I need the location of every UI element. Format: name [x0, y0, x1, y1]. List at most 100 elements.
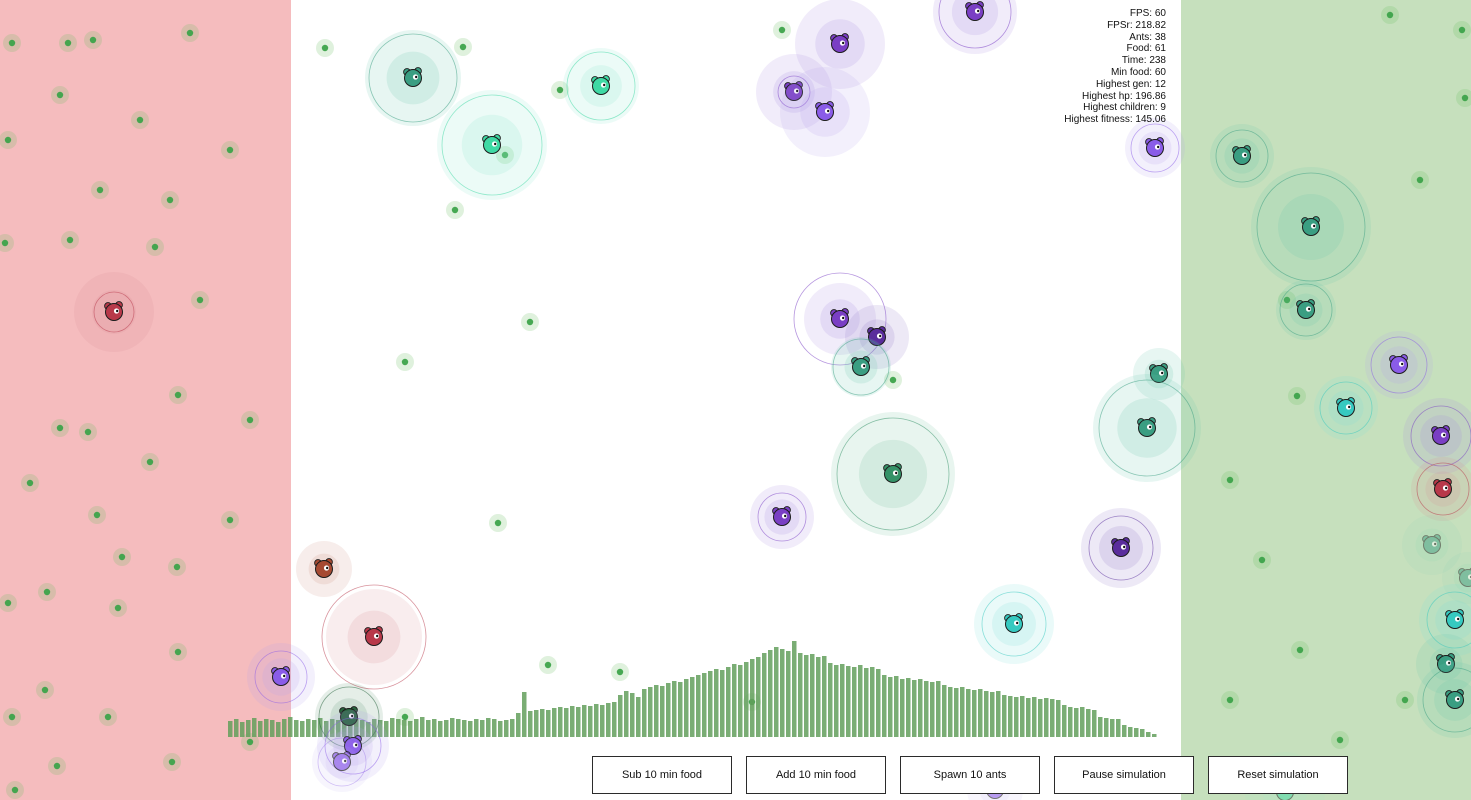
- stat-food: Food: 61: [1126, 43, 1166, 55]
- food-dot: [1288, 387, 1306, 405]
- ant-cyan: [1419, 584, 1471, 656]
- pause-simulation-button[interactable]: Pause simulation: [1054, 756, 1194, 794]
- ant-cyan: [1314, 376, 1378, 440]
- food-dot: [316, 39, 334, 57]
- ant-teal: [1416, 634, 1471, 694]
- food-dot: [1291, 641, 1309, 659]
- ant-mint: [563, 48, 639, 124]
- food-dot: [446, 201, 464, 219]
- food-dot: [84, 31, 102, 49]
- ant-teal: [1417, 662, 1471, 738]
- food-dot: [1221, 691, 1239, 709]
- food-layer: [0, 6, 1471, 799]
- ant-teal: [1402, 515, 1462, 575]
- food-dot: [396, 353, 414, 371]
- ant-green: [831, 412, 955, 536]
- food-dot: [241, 733, 259, 751]
- food-dot: [21, 474, 39, 492]
- stat-fpsr: FPSr: 218.82: [1107, 19, 1166, 31]
- food-dot: [191, 291, 209, 309]
- ant-brick: [296, 541, 352, 597]
- ant-indigo: [845, 305, 909, 369]
- food-dot: [141, 453, 159, 471]
- food-dot: [1456, 89, 1471, 107]
- food-dot: [521, 313, 539, 331]
- ant-teal: [1210, 124, 1274, 188]
- food-dot: [221, 511, 239, 529]
- food-dot: [241, 411, 259, 429]
- ant-red: [1411, 457, 1471, 521]
- ant-violet: [312, 732, 372, 792]
- food-dot: [168, 558, 186, 576]
- food-dot: [169, 643, 187, 661]
- food-dot: [6, 781, 24, 799]
- food-dot: [91, 181, 109, 199]
- food-dot: [59, 34, 77, 52]
- food-dot: [551, 81, 569, 99]
- food-dot: [169, 386, 187, 404]
- stat-min-food: Min food: 60: [1110, 66, 1166, 78]
- food-dot: [539, 656, 557, 674]
- food-dot: [454, 38, 472, 56]
- food-dot: [3, 34, 21, 52]
- stat-ants: Ants: 38: [1129, 31, 1166, 43]
- stat-time: Time: 238: [1121, 55, 1166, 67]
- ant-red: [74, 272, 154, 352]
- stat-highest-gen: Highest gen: 12: [1095, 78, 1166, 90]
- food-dot: [146, 238, 164, 256]
- ant-violet: [247, 643, 315, 711]
- food-dot: [496, 146, 514, 164]
- add-10-min-food-button[interactable]: Add 10 min food: [746, 756, 886, 794]
- left-territory-zone: [0, 0, 291, 800]
- ant-teal: [1442, 552, 1471, 604]
- ant-indigo: [1081, 508, 1161, 588]
- food-dot: [884, 371, 902, 389]
- ant-violet: [1125, 118, 1185, 178]
- stat-fps: FPS: 60: [1129, 8, 1166, 19]
- food-dot: [0, 234, 14, 252]
- ant-purple: [756, 54, 832, 130]
- stat-highest-children: Highest children: 9: [1083, 102, 1166, 114]
- food-dot: [1381, 6, 1399, 24]
- ant-darkgreen: [315, 683, 383, 751]
- sub-10-min-food-button[interactable]: Sub 10 min food: [592, 756, 732, 794]
- ant-violet: [1365, 331, 1433, 399]
- food-dot: [36, 681, 54, 699]
- food-dot: [1396, 691, 1414, 709]
- ant-teal: [1093, 374, 1201, 482]
- food-dot: [51, 86, 69, 104]
- stats-panel: FPS: 60 FPSr: 218.82 Ants: 38 Food: 61 Time:…: [1064, 8, 1166, 126]
- population-histogram: [228, 641, 1157, 737]
- reset-simulation-button[interactable]: Reset simulation: [1208, 756, 1348, 794]
- spawn-10-ants-button[interactable]: Spawn 10 ants: [900, 756, 1040, 794]
- food-dot: [79, 423, 97, 441]
- food-dot: [3, 708, 21, 726]
- food-dot: [99, 708, 117, 726]
- ant-layer: [74, 0, 1471, 800]
- ant-purple: [793, 272, 887, 366]
- ant-teal: [365, 30, 461, 126]
- food-dot: [163, 753, 181, 771]
- stat-highest-hp: Highest hp: 196.86: [1082, 90, 1166, 102]
- ant-teal: [1251, 167, 1371, 287]
- ant-purple: [795, 0, 885, 89]
- food-dot: [1278, 291, 1296, 309]
- food-dot: [51, 419, 69, 437]
- food-dot: [0, 594, 17, 612]
- food-dot: [1453, 21, 1471, 39]
- food-dot: [1331, 731, 1349, 749]
- ant-cyan: [974, 584, 1054, 664]
- ant-purple: [1403, 398, 1471, 474]
- food-dot: [489, 514, 507, 532]
- food-dot: [0, 131, 17, 149]
- stat-highest-fitness: Highest fitness: 145.06: [1064, 114, 1166, 126]
- food-dot: [1253, 551, 1271, 569]
- food-dot: [131, 111, 149, 129]
- food-dot: [181, 24, 199, 42]
- food-dot: [1411, 171, 1429, 189]
- food-dot: [61, 231, 79, 249]
- ant-purple: [933, 0, 1017, 54]
- food-dot: [611, 663, 629, 681]
